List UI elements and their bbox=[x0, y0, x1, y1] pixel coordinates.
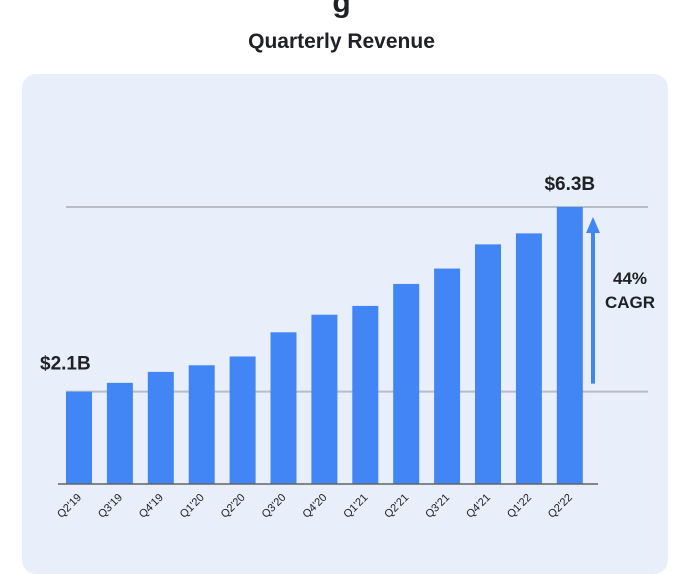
bar-11 bbox=[515, 233, 542, 484]
x-tick-label: Q1'20 bbox=[178, 492, 207, 521]
x-tick-label: Q1'22 bbox=[505, 492, 534, 521]
bar-9 bbox=[434, 268, 461, 484]
bar-0 bbox=[66, 391, 92, 484]
bar-4 bbox=[229, 356, 256, 484]
growth-arrow-head bbox=[586, 217, 600, 233]
bar-10 bbox=[475, 244, 501, 484]
x-tick-label: Q2'19 bbox=[55, 492, 84, 521]
x-tick-label: Q3'21 bbox=[423, 492, 452, 521]
x-tick-label: Q4'20 bbox=[301, 492, 330, 521]
bar-6 bbox=[311, 314, 338, 484]
x-tick-label: Q2'21 bbox=[382, 492, 411, 521]
bar-5 bbox=[270, 332, 297, 484]
last-value-label: $6.3B bbox=[544, 174, 595, 195]
bar-12 bbox=[556, 207, 583, 484]
bar-2 bbox=[147, 371, 174, 484]
bar-3 bbox=[188, 365, 215, 484]
growth-label-cagr: CAGR bbox=[605, 293, 655, 312]
x-tick-label: Q1'21 bbox=[341, 492, 370, 521]
bar-7 bbox=[352, 305, 379, 484]
x-tick-label: Q2'22 bbox=[546, 492, 575, 521]
chart-title: Quarterly Revenue bbox=[248, 30, 435, 53]
x-tick-label: Q4'21 bbox=[464, 492, 493, 521]
bar-chart: Q2'19 Q3'19 Q4'19 Q1'20 Q2'20 Q3'20 Q4'20 Q1'21… bbox=[40, 174, 655, 521]
bar-8 bbox=[393, 283, 420, 484]
x-tick-label: Q4'19 bbox=[137, 492, 166, 521]
first-value-label: $2.1B bbox=[40, 354, 91, 375]
x-tick-label: Q3'19 bbox=[96, 492, 125, 521]
x-tick-label: Q2'20 bbox=[219, 492, 248, 521]
x-tick-label: Q3'20 bbox=[260, 492, 289, 521]
heading-fragment: g bbox=[332, 0, 351, 19]
bar-1 bbox=[106, 382, 133, 484]
growth-label-percent: 44% bbox=[613, 269, 647, 288]
